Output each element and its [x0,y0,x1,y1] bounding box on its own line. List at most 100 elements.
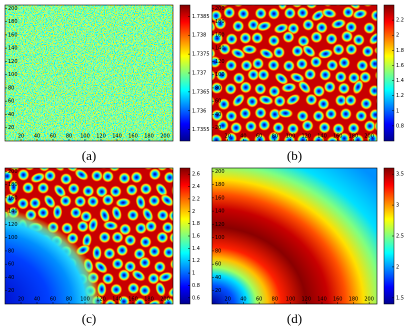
colorbar-label: 1.738 [192,33,206,39]
y-tick-label: 120 [8,222,18,228]
spot [247,68,260,81]
spot [254,82,267,96]
spot [363,21,376,35]
y-tick-label: 140 [8,209,18,215]
spot [302,44,316,58]
spot [253,133,267,141]
y-tick-label: 180 [215,182,225,188]
x-tick-label: 140 [317,134,327,140]
panel-label: (a) [82,148,96,163]
y-tick-label: 40 [215,112,221,118]
spot [224,59,238,72]
spot [309,55,323,69]
noise-field [5,5,173,141]
y-tick-label: 180 [8,19,18,25]
hole [5,168,173,304]
x-tick-label: 160 [128,134,138,140]
y-tick-label: 40 [8,112,14,118]
x-tick-label: 20 [18,297,24,303]
spot [272,121,285,135]
spot [352,79,364,95]
x-tick-label: 60 [50,134,56,140]
spot [251,57,265,70]
panel-label: (c) [82,311,96,326]
x-tick-label: 120 [302,297,312,303]
x-tick-label: 120 [96,134,106,140]
colorbar-label: 1 [396,108,399,114]
spot [305,5,318,10]
spot [238,135,251,141]
spot [285,93,301,106]
panel-label: (b) [287,148,302,163]
spot [318,121,331,134]
spot [326,135,339,141]
panel-label: (d) [287,311,302,326]
x-tick-label: 140 [317,297,327,303]
spot [352,33,365,47]
spot [212,55,222,69]
x-tick-label: 180 [349,134,359,140]
y-tick-label: 40 [8,275,14,281]
frame [211,4,378,142]
x-tick-label: 60 [256,297,262,303]
y-tick-label: 60 [215,262,221,268]
colorbar-label: 2.4 [192,184,200,190]
colorbar-label: 1.4 [192,246,200,252]
colorbar-label: 3 [396,203,399,209]
y-tick-label: 80 [215,85,221,91]
spot [241,44,258,55]
x-tick-label: 120 [302,134,312,140]
x-tick-label: 140 [112,297,122,303]
colorbar-label: 2.2 [396,18,404,24]
spot [369,108,377,121]
y-tick-label: 100 [8,72,18,78]
spot [273,94,286,108]
x-tick-label: 80 [272,134,278,140]
x-tick-label: 160 [333,297,343,303]
x-tick-label: 40 [34,297,40,303]
y-tick-label: 100 [215,235,225,241]
x-tick-label: 100 [286,297,296,303]
heatmap [197,0,377,141]
spot [339,107,353,121]
colorbar-label: 3.5 [396,172,404,178]
spot [239,31,252,45]
spot [332,43,345,56]
spot [277,108,294,119]
spot [224,131,238,141]
colorbar-label: 1.737 [192,71,206,77]
spot [319,68,332,82]
colorbar-label: 2 [396,264,399,270]
colorbar-label: 2 [192,209,195,215]
y-tick-label: 60 [8,262,14,268]
colorbar-label: 1.2 [396,93,404,99]
spot [197,0,214,12]
spot [334,94,348,107]
y-tick-label: 200 [215,169,225,175]
spot [326,59,339,72]
spot [342,6,355,19]
spot [368,32,377,45]
y-tick-label: 200 [8,169,18,175]
spot [283,6,297,20]
colorbar-label: 1.7385 [192,14,210,20]
spot [368,84,377,98]
y-tick-label: 60 [8,99,14,105]
colorbar-label: 1.4 [396,78,404,84]
spot [338,132,351,141]
y-tick-label: 40 [215,275,221,281]
spot [272,46,286,59]
spot [216,119,230,132]
spot [338,56,351,69]
frame [4,4,174,142]
spot [237,7,250,20]
colorbar-label: 1.2 [192,258,200,264]
y-tick-label: 80 [8,85,14,91]
x-tick-label: 200 [160,134,170,140]
y-tick-label: 140 [215,209,225,215]
spot [337,82,351,95]
heatmap [5,168,173,304]
spot [317,48,334,60]
spot [347,122,360,135]
